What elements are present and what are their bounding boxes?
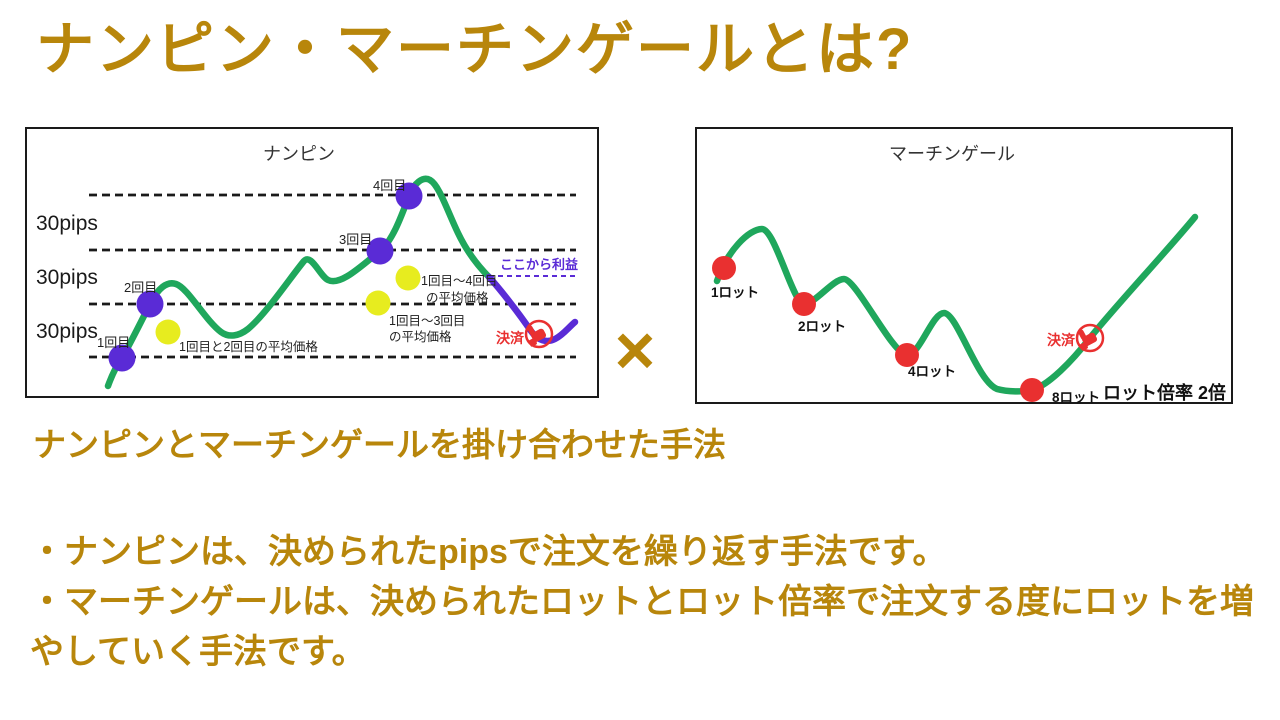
entry-label-4: 4回目 (373, 178, 406, 193)
settle-label: 決済 (1047, 332, 1076, 348)
multiply-symbol: × (614, 311, 656, 389)
avg-price-dot-13 (365, 290, 391, 316)
avg-price-label-13-line1: 1回目～3回目 (389, 314, 465, 328)
martingale-chart-title: マーチンゲール (889, 144, 1015, 164)
pips-interval-label: 30pips (36, 266, 98, 289)
martingale-chart-panel: マーチンゲール 1ロット 2ロット 4ロット 8ロット 決済 ロット倍率 2倍 (695, 127, 1233, 405)
lot-label-2: 2ロット (798, 319, 846, 334)
lot-dot-1 (712, 256, 736, 280)
entry-label-2: 2回目 (124, 280, 157, 295)
page-title: ナンピン・マーチンゲールとは? (36, 17, 914, 82)
entry-dot-4 (395, 182, 423, 210)
lot-dot-8 (1020, 378, 1044, 402)
lot-multiplier-label: ロット倍率 2倍 (1103, 382, 1226, 403)
entry-dot-3 (366, 237, 394, 265)
pips-interval-label: 30pips (36, 320, 98, 343)
settle-label: 決済 (496, 330, 525, 346)
nampin-chart-title: ナンピン (263, 144, 335, 164)
avg-price-label-13-line2: の平均価格 (389, 329, 452, 344)
settle-icon (1071, 323, 1105, 353)
lot-label-4: 4ロット (908, 364, 956, 379)
avg-price-label-14-line1: 1回目～4回目 (421, 274, 497, 288)
explanation-bullets: ・ナンピンは、決められたpipsで注文を繰り返す手法です。 ・マーチンゲールは、… (30, 527, 1270, 677)
lot-dot-2 (792, 292, 816, 316)
entry-dot-2 (136, 290, 164, 318)
lot-label-1: 1ロット (711, 285, 759, 300)
price-curve-green (713, 213, 1199, 395)
avg-price-label-12: 1回目と2回目の平均価格 (179, 339, 318, 354)
pips-interval-label: 30pips (36, 212, 98, 235)
combined-method-caption: ナンピンとマーチンゲールを掛け合わせた手法 (33, 426, 726, 463)
entry-label-3: 3回目 (339, 232, 372, 247)
avg-price-dot-12 (155, 319, 181, 345)
bullet-nampin: ・ナンピンは、決められたpipsで注文を繰り返す手法です。 (30, 533, 947, 571)
bullet-martingale: ・マーチンゲールは、決められたロットとロット倍率で注文する度にロットを増やしてい… (30, 583, 1254, 671)
entry-dot-1 (108, 344, 136, 372)
avg-price-dot-14 (395, 265, 421, 291)
avg-price-label-14-line2: の平均価格 (426, 290, 489, 305)
martingale-chart: マーチンゲール 1ロット 2ロット 4ロット 8ロット 決済 ロット倍率 2倍 (711, 144, 1226, 405)
nampin-chart-panel: ナンピン 30pips 30pips 30pips ここから利益 (25, 127, 599, 398)
nampin-chart: ナンピン 30pips 30pips 30pips ここから利益 (36, 144, 579, 390)
profit-from-here-label: ここから利益 (500, 257, 578, 272)
lot-label-8: 8ロット (1052, 390, 1100, 405)
entry-label-1: 1回目 (97, 335, 130, 350)
lot-dot-4 (895, 343, 919, 367)
